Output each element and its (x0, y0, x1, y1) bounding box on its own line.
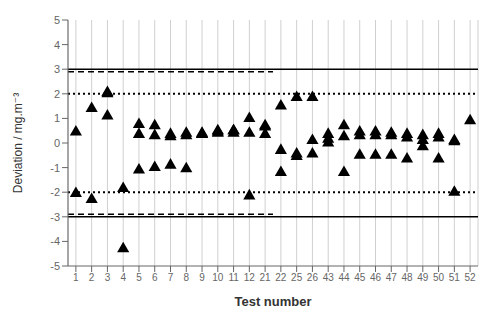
svg-text:10: 10 (212, 272, 224, 283)
svg-text:5: 5 (136, 272, 142, 283)
svg-text:49: 49 (417, 272, 429, 283)
svg-text:47: 47 (386, 272, 398, 283)
svg-text:51: 51 (449, 272, 461, 283)
svg-text:0: 0 (54, 137, 60, 149)
svg-text:46: 46 (370, 272, 382, 283)
svg-text:-3: -3 (50, 211, 60, 223)
svg-text:5: 5 (54, 14, 60, 26)
svg-text:-5: -5 (50, 260, 60, 272)
svg-text:4: 4 (120, 272, 126, 283)
svg-text:50: 50 (433, 272, 445, 283)
svg-text:-1: -1 (50, 162, 60, 174)
svg-text:2: 2 (89, 272, 95, 283)
svg-text:6: 6 (152, 272, 158, 283)
svg-text:21: 21 (260, 272, 272, 283)
svg-text:26: 26 (307, 272, 319, 283)
svg-text:4: 4 (54, 39, 60, 51)
svg-text:Deviation / mg.m⁻³: Deviation / mg.m⁻³ (11, 93, 25, 193)
svg-text:1: 1 (54, 112, 60, 124)
svg-text:-4: -4 (50, 235, 60, 247)
svg-text:43: 43 (323, 272, 335, 283)
svg-text:1: 1 (73, 272, 79, 283)
svg-text:25: 25 (291, 272, 303, 283)
svg-text:3: 3 (54, 63, 60, 75)
svg-text:45: 45 (354, 272, 366, 283)
svg-text:-2: -2 (50, 186, 60, 198)
svg-text:2: 2 (54, 88, 60, 100)
svg-text:9: 9 (199, 272, 205, 283)
svg-text:8: 8 (183, 272, 189, 283)
svg-text:44: 44 (338, 272, 350, 283)
svg-text:Test number: Test number (234, 294, 311, 309)
svg-text:48: 48 (401, 272, 413, 283)
svg-text:22: 22 (275, 272, 287, 283)
svg-text:3: 3 (105, 272, 111, 283)
svg-text:52: 52 (465, 272, 477, 283)
svg-text:7: 7 (168, 272, 174, 283)
svg-text:12: 12 (244, 272, 256, 283)
svg-text:11: 11 (228, 272, 239, 283)
